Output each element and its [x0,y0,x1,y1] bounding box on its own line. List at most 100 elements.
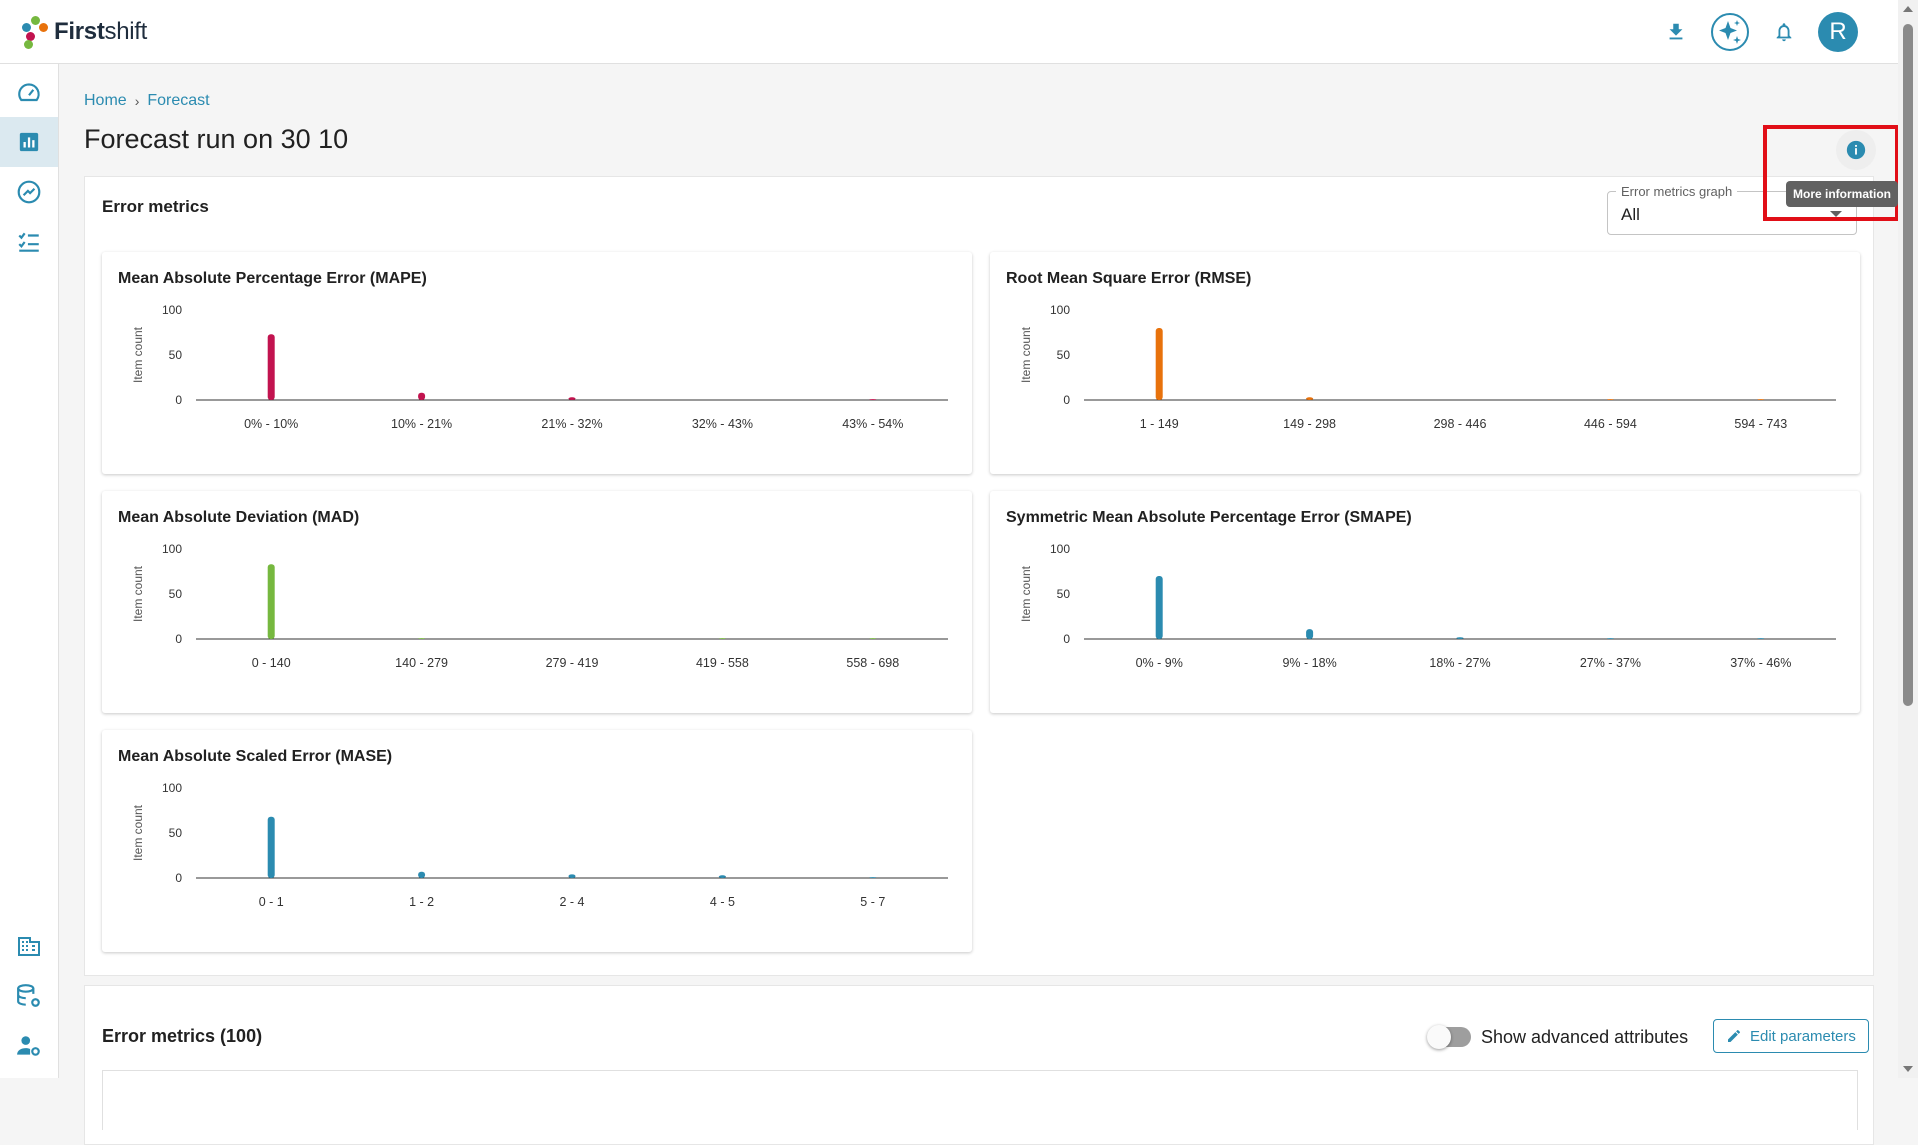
sidebar-item-data-settings[interactable] [0,971,58,1021]
sidebar-item-organization[interactable] [0,921,58,971]
scroll-down-icon[interactable] [1903,1066,1913,1072]
bar [267,564,275,639]
bar [718,875,726,878]
y-tick-label: 100 [162,303,182,317]
y-tick-label: 0 [1063,393,1070,407]
metrics-table [102,1070,1858,1130]
y-axis-label: Item count [1019,326,1033,383]
chart-card-rmse: Root Mean Square Error (RMSE) 100 50 0 Item … [990,252,1860,474]
chart-title: Mean Absolute Deviation (MAD) [118,509,360,526]
error-metrics-table-panel: Error metrics (100) Show advanced attrib… [84,985,1874,1145]
x-tick-label: 0 - 1 [259,895,284,909]
speedometer-icon [18,83,40,102]
x-tick-label: 558 - 698 [846,656,899,670]
chart-card-smape: Symmetric Mean Absolute Percentage Error… [990,491,1860,713]
chart-card-mad: Mean Absolute Deviation (MAD) 100 50 0 Item … [102,491,972,713]
y-tick-label: 50 [169,826,183,840]
bar [869,877,877,878]
x-tick-label: 43% - 54% [842,417,903,431]
bar [568,397,576,400]
y-tick-label: 50 [1057,348,1071,362]
more-information-tooltip: More information [1786,181,1898,207]
bar-chart-icon [19,132,39,152]
notifications-button[interactable] [1764,12,1804,52]
pencil-icon [1728,1029,1741,1042]
bar [568,874,576,878]
x-tick-label: 149 - 298 [1283,417,1336,431]
error-metrics-graph-select[interactable]: Error metrics graph All [1607,184,1857,235]
bar [718,638,726,639]
sidebar-item-tasks[interactable] [0,217,58,267]
page-title: Forecast run on 30 10 [84,124,349,154]
bar [1456,637,1464,639]
sidebar-item-dashboard[interactable] [0,67,58,117]
chart-title: Symmetric Mean Absolute Percentage Error… [1006,509,1412,526]
x-tick-label: 10% - 21% [391,417,452,431]
panel-title: Error metrics [102,197,209,216]
download-button[interactable] [1656,12,1696,52]
chart-card-mape: Mean Absolute Percentage Error (MAPE) 100… [102,252,972,474]
database-gear-icon [17,984,40,1007]
bar [1306,629,1314,639]
sidebar-item-user-settings[interactable] [0,1021,58,1071]
table-title: Error metrics (100) [102,1026,263,1046]
chart-title: Root Mean Square Error (RMSE) [1006,270,1252,287]
bell-icon [1776,23,1792,42]
x-tick-label: 37% - 46% [1730,656,1791,670]
x-tick-label: 0% - 10% [244,417,298,431]
edit-parameters-label: Edit parameters [1750,1027,1856,1045]
y-tick-label: 0 [175,632,182,646]
breadcrumb-home[interactable]: Home [84,92,127,109]
edit-parameters-button[interactable]: Edit parameters [1713,1019,1869,1053]
page-scrollbar[interactable] [1898,0,1918,1078]
ai-assistant-button[interactable] [1710,12,1750,52]
chart-mase: 100 50 0 Item count 0 - 1 1 - 2 2 - 4 4 - 5 5 - … [131,781,948,909]
more-information-button[interactable] [1836,130,1876,170]
x-tick-label: 140 - 279 [395,656,448,670]
bar [418,392,426,400]
bar [267,816,275,878]
scroll-thumb[interactable] [1903,24,1913,706]
bar [869,638,877,639]
bar [1155,328,1163,400]
advanced-attributes-toggle[interactable] [1427,1025,1471,1049]
y-tick-label: 100 [162,781,182,795]
checklist-icon [18,232,39,252]
x-tick-label: 18% - 27% [1429,656,1490,670]
caret-down-icon [1830,211,1842,217]
x-tick-label: 1 - 149 [1140,417,1179,431]
trend-circle-icon [17,180,41,204]
sidebar-item-trends[interactable] [0,167,58,217]
y-tick-label: 100 [1050,303,1070,317]
chart-rmse: 100 50 0 Item count 1 - 149 149 - 298 298 - 44… [1019,303,1836,431]
bar [1155,576,1163,639]
x-tick-label: 21% - 32% [541,417,602,431]
info-icon [1846,140,1866,160]
user-avatar[interactable]: R [1818,12,1858,52]
logo-mark-icon [22,16,48,49]
y-axis-label: Item count [131,804,145,861]
chart-title: Mean Absolute Scaled Error (MASE) [118,748,393,765]
bar [1757,638,1765,639]
scroll-up-icon[interactable] [1903,6,1913,12]
x-tick-label: 5 - 7 [860,895,885,909]
breadcrumb: Home › Forecast [84,92,210,110]
y-tick-label: 50 [1057,587,1071,601]
bar [267,334,275,400]
y-axis-label: Item count [131,326,145,383]
chart-mape: 100 50 0 Item count 0% - 10% 10% - 21% 21% - 3… [131,303,948,431]
sidebar-item-forecast[interactable] [0,117,58,167]
bar [418,871,426,878]
error-metrics-panel: Error metrics Error metrics graph All Me… [84,176,1874,976]
bar [1306,397,1314,400]
bar [869,399,877,400]
y-tick-label: 100 [162,542,182,556]
breadcrumb-forecast[interactable]: Forecast [147,92,210,109]
x-tick-label: 0 - 140 [252,656,291,670]
chart-smape: 100 50 0 Item count 0% - 9% 9% - 18% 18% - 27%… [1019,542,1836,670]
app-logo[interactable]: Firstshift [22,16,147,49]
x-tick-label: 27% - 37% [1580,656,1641,670]
highlight-box [1763,125,1899,221]
y-tick-label: 0 [1063,632,1070,646]
x-tick-label: 594 - 743 [1734,417,1787,431]
